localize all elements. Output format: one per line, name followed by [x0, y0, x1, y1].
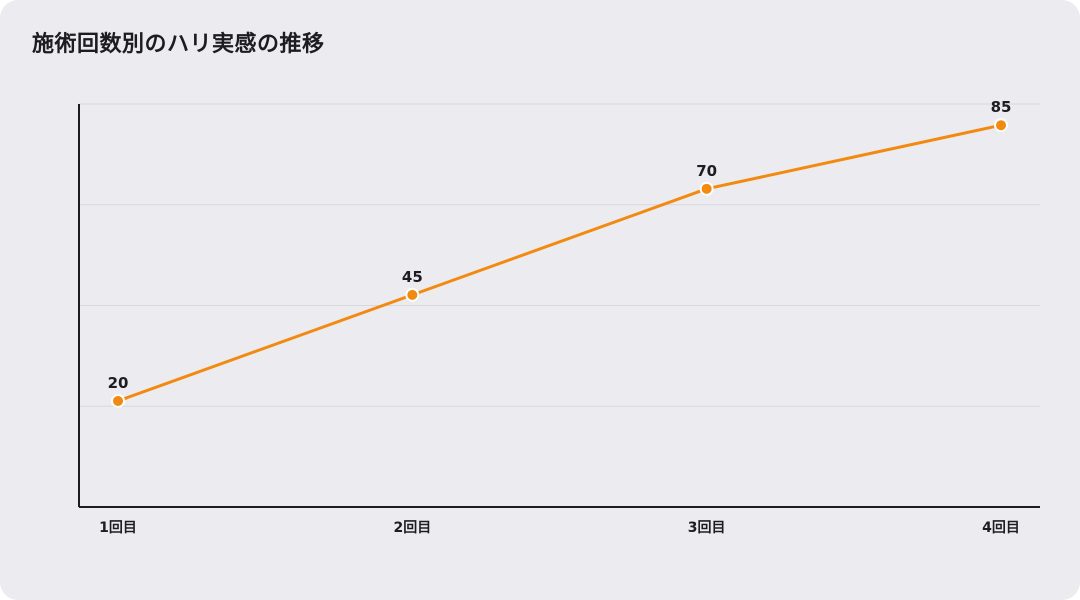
x-tick-label: 4回目 [982, 520, 1020, 536]
data-label: 70 [696, 162, 717, 180]
x-tick-label: 1回目 [99, 520, 137, 536]
x-tick-label: 3回目 [688, 520, 726, 536]
data-label: 85 [991, 98, 1012, 116]
data-label: 20 [108, 374, 129, 392]
data-point [699, 181, 714, 196]
data-point [405, 287, 420, 302]
data-label: 45 [402, 268, 423, 286]
gridlines [79, 103, 1040, 407]
axes [78, 104, 1040, 508]
data-labels: 20 45 70 85 [108, 98, 1012, 392]
data-point [111, 393, 125, 408]
x-tick-labels: 1回目 2回目 3回目 4回目 [99, 520, 1020, 536]
series-line [116, 123, 1003, 403]
chart-title: 施術回数別のハリ実感の推移 [32, 32, 325, 57]
series-layer [111, 118, 1008, 408]
data-point [994, 118, 1008, 133]
x-tick-label: 2回目 [393, 520, 431, 536]
